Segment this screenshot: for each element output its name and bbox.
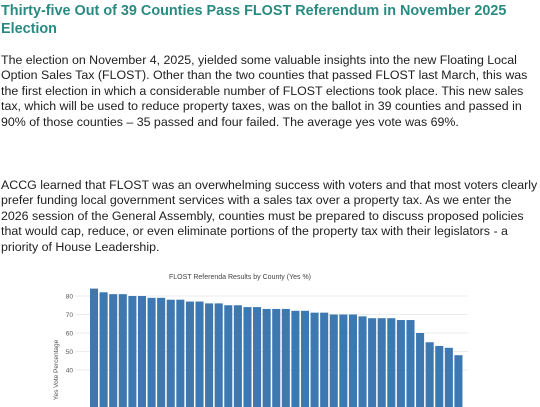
bar-31 [377,318,386,407]
bar-26 [329,314,338,407]
bar-38 [444,347,453,407]
bar-36 [425,342,434,407]
bar-4 [118,294,127,407]
bar-13 [205,303,214,407]
bar-23 [300,310,310,407]
bar-11 [185,301,194,407]
bar-28 [348,314,357,407]
article-paragraph-1: The election on November 4, 2025, yielde… [1,53,528,129]
bar-2 [99,292,108,407]
bar-20 [272,308,281,407]
bar-37 [435,345,444,407]
article-paragraph-2: ACCG learned that FLOST was an overwhelm… [1,178,538,254]
y-axis-ticks: 40 50 60 70 80 [66,293,74,374]
bar-5 [128,296,137,407]
bar-3 [109,294,118,407]
y-tick-label-80: 80 [66,293,74,300]
bar-25 [320,312,329,407]
bar-35 [416,333,425,407]
y-tick-label-60: 60 [66,330,74,337]
bar-27 [339,314,348,407]
flost-results-chart: FLOST Referenda Results by County (Yes %… [50,265,480,407]
bar-32 [387,318,396,407]
bar-1 [90,288,99,407]
y-tick-label-40: 40 [66,367,74,374]
bars [90,288,463,407]
bar-24 [310,312,319,407]
bar-6 [137,296,147,407]
bar-7 [147,297,156,407]
bar-18 [253,307,262,407]
bar-16 [233,305,242,407]
bar-21 [281,308,290,407]
y-tick-label-50: 50 [66,349,74,356]
bar-14 [214,303,223,407]
article-headline: Thirty-five Out of 39 Counties Pass FLOS… [1,3,507,37]
bar-17 [243,307,252,407]
bar-30 [368,318,377,407]
y-axis-label: Yes Vote Percentage [53,339,60,400]
bar-34 [406,320,415,407]
bar-15 [224,305,233,407]
chart-title: FLOST Referenda Results by County (Yes %… [169,274,311,281]
bar-29 [358,316,367,407]
bar-19 [262,308,271,407]
bar-9 [166,299,175,407]
bar-10 [176,299,185,407]
bar-12 [195,301,204,407]
bar-8 [157,297,166,407]
bar-33 [396,320,405,407]
y-tick-label-70: 70 [66,312,74,319]
bar-39 [454,355,463,407]
chart-svg: FLOST Referenda Results by County (Yes %… [53,274,468,407]
bar-22 [291,310,300,407]
